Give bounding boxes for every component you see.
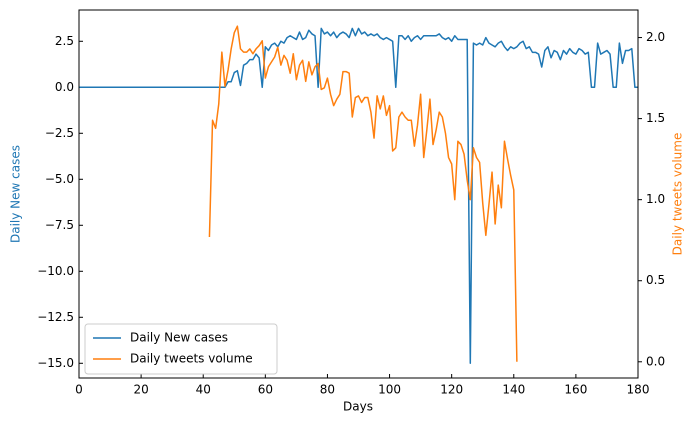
x-tick-label: 0 <box>75 383 83 397</box>
x-tick-label: 20 <box>133 383 148 397</box>
y-tick-label: 2.5 <box>55 34 74 48</box>
y-tick-label: −2.5 <box>45 126 74 140</box>
x-tick-label: 100 <box>378 383 401 397</box>
legend-label: Daily tweets volume <box>130 352 253 366</box>
legend-box <box>84 323 278 375</box>
x-tick-label: 80 <box>320 383 335 397</box>
x-axis-label: Days <box>343 400 373 414</box>
x-tick-label: 40 <box>196 383 211 397</box>
y-tick-label: −15.0 <box>37 356 74 370</box>
y2-tick-label: 0.5 <box>646 273 665 287</box>
x-tick-label: 160 <box>564 383 587 397</box>
y-tick-label: −5.0 <box>45 172 74 186</box>
x-tick-label: 180 <box>627 383 650 397</box>
y-tick-label: −10.0 <box>37 264 74 278</box>
legend-label: Daily New cases <box>130 331 228 345</box>
y2-tick-label: 1.5 <box>646 111 665 125</box>
y2-axis-label: Daily tweets volume <box>671 133 685 256</box>
y-tick-label: 0.0 <box>55 80 74 94</box>
y-tick-label: −7.5 <box>45 218 74 232</box>
x-tick-label: 120 <box>440 383 463 397</box>
x-tick-label: 140 <box>502 383 525 397</box>
y-axis-label: Daily New cases <box>9 145 23 243</box>
y-tick-label: −12.5 <box>37 310 74 324</box>
line-series <box>208 25 518 362</box>
line-series <box>79 27 638 365</box>
y2-tick-label: 1.0 <box>646 192 665 206</box>
y2-tick-label: 0.0 <box>646 354 665 368</box>
plot-frame <box>78 9 639 379</box>
y2-tick-label: 2.0 <box>646 30 665 44</box>
x-tick-label: 60 <box>258 383 273 397</box>
